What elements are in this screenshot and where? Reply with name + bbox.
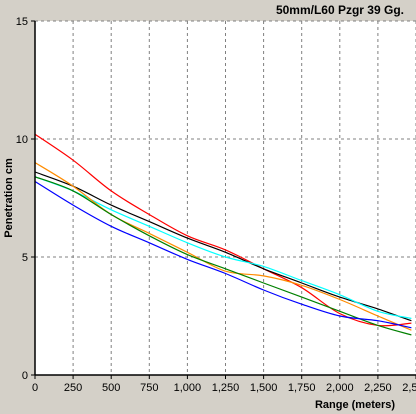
- y-tick-label: 10: [16, 134, 28, 146]
- axes: [31, 20, 416, 379]
- x-tick-label: 1,000: [174, 382, 202, 394]
- series-lines: [34, 133, 412, 336]
- x-tick-label: 500: [102, 382, 120, 394]
- y-tick-label: 15: [16, 16, 28, 28]
- x-tick-label: 0: [32, 382, 38, 394]
- y-tick-label: 5: [22, 252, 28, 264]
- x-tick-labels: 0 250 500 750 1,000 1,250 1,500 1,750 2,000 2,250…: [32, 382, 416, 394]
- x-axis-label: Range (meters): [315, 399, 395, 411]
- x-tick-label: 750: [140, 382, 158, 394]
- y-axis-label: Penetration cm: [3, 158, 15, 238]
- y-tick-label: 0: [22, 370, 28, 382]
- x-tick-label: 250: [64, 382, 82, 394]
- x-tick-label: 2,000: [326, 382, 354, 394]
- y-tick-labels: 0 5 10 15: [16, 16, 28, 382]
- x-tick-label: 2,250: [364, 382, 392, 394]
- x-tick-label: 1,750: [288, 382, 316, 394]
- series-line-3: [34, 176, 412, 319]
- chart-title: 50mm/L60 Pzgr 39 Gg.: [276, 3, 404, 17]
- x-tick-label: 2,500: [402, 382, 416, 394]
- series-line-1: [34, 133, 412, 327]
- series-line-2: [34, 171, 412, 322]
- series-line-6: [34, 180, 412, 329]
- series-line-5: [34, 176, 412, 336]
- x-tick-label: 1,250: [212, 382, 240, 394]
- x-tick-label: 1,500: [250, 382, 278, 394]
